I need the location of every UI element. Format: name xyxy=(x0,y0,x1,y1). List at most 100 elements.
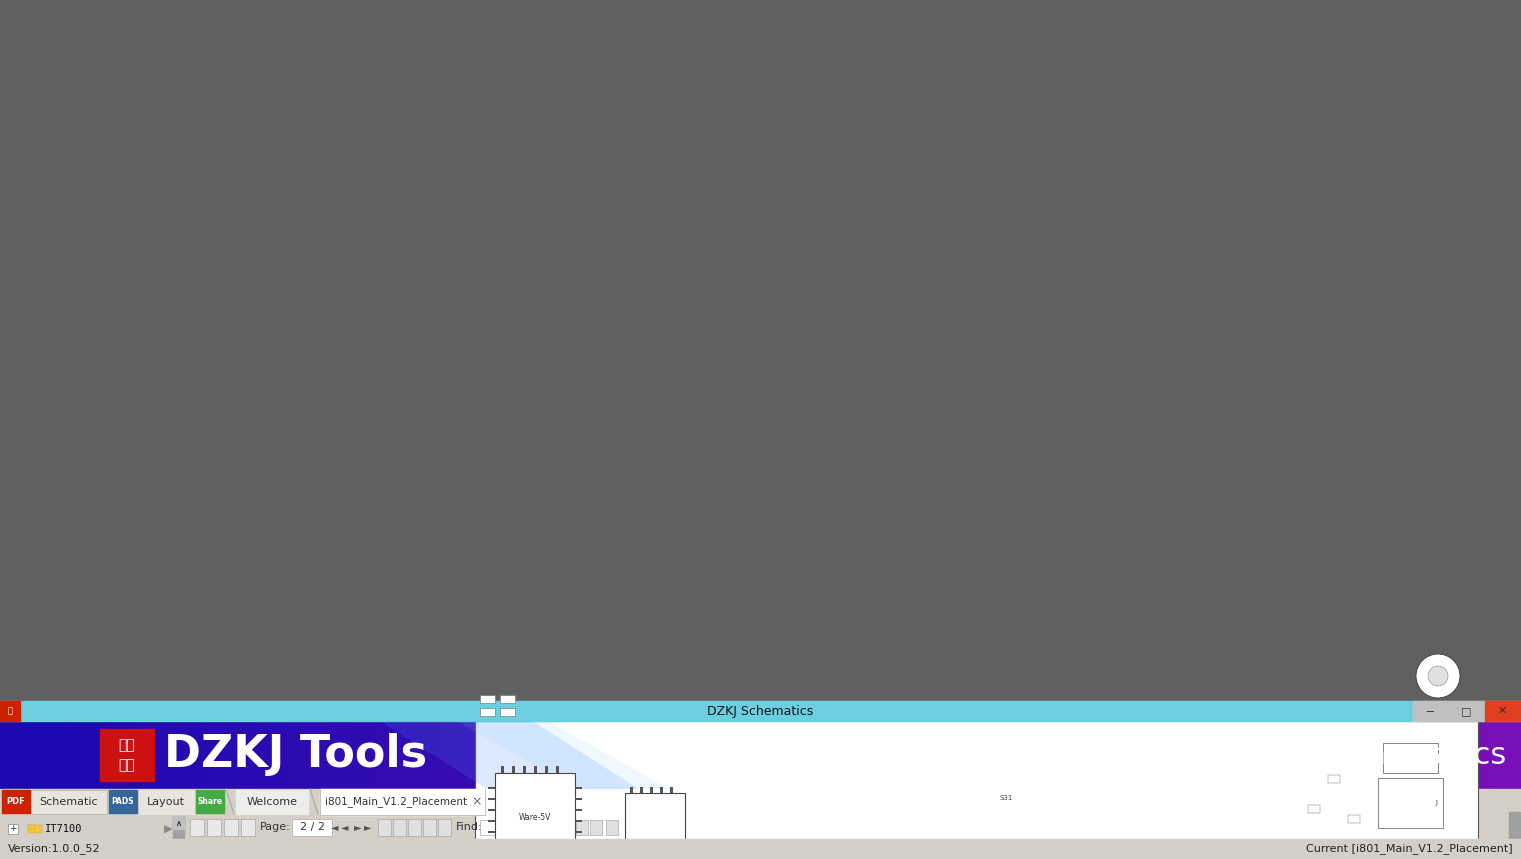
Bar xyxy=(274,721,291,789)
Text: PDF: PDF xyxy=(6,797,26,807)
Bar xyxy=(1369,721,1386,789)
Bar xyxy=(1460,721,1477,789)
Bar xyxy=(91,721,108,789)
Bar xyxy=(654,721,671,789)
Bar xyxy=(593,721,610,789)
Bar xyxy=(1484,701,1519,721)
Bar xyxy=(502,721,519,789)
Bar xyxy=(523,766,525,773)
Bar xyxy=(1110,721,1127,789)
Bar xyxy=(545,766,548,773)
Bar xyxy=(1080,721,1097,789)
Bar xyxy=(1156,721,1173,789)
Text: i801_Main_V1.2_Placement: i801_Main_V1.2_Placement xyxy=(325,796,467,807)
Bar xyxy=(408,819,421,836)
Bar xyxy=(548,721,564,789)
Bar xyxy=(236,790,307,814)
Bar xyxy=(488,787,494,789)
Bar xyxy=(700,721,716,789)
Bar xyxy=(557,766,558,773)
Bar xyxy=(532,721,549,789)
Bar xyxy=(224,819,237,836)
Bar xyxy=(0,839,1521,859)
Bar xyxy=(488,852,494,855)
Bar xyxy=(791,721,808,789)
Bar xyxy=(0,815,186,839)
Bar xyxy=(821,721,838,789)
Bar xyxy=(1217,721,1234,789)
Bar xyxy=(379,819,391,836)
Bar xyxy=(1141,721,1157,789)
Bar xyxy=(488,797,494,800)
Bar xyxy=(32,790,106,814)
Bar xyxy=(630,848,633,854)
Bar xyxy=(590,820,602,835)
Bar xyxy=(243,721,260,789)
Text: Schematic: Schematic xyxy=(40,797,99,807)
Bar xyxy=(186,826,1507,839)
Bar xyxy=(575,797,583,800)
Bar xyxy=(76,721,93,789)
Bar xyxy=(1034,721,1051,789)
Bar xyxy=(913,721,929,789)
Bar xyxy=(605,820,618,835)
Bar xyxy=(137,721,154,789)
Bar xyxy=(608,721,625,789)
Bar xyxy=(669,848,672,854)
Bar xyxy=(8,824,18,833)
Bar xyxy=(172,815,186,839)
Bar xyxy=(2,790,30,813)
Bar xyxy=(575,831,583,833)
Text: IT7100: IT7100 xyxy=(46,824,82,833)
Bar xyxy=(488,819,494,822)
Bar xyxy=(776,721,792,789)
Bar xyxy=(438,819,452,836)
Bar xyxy=(575,787,583,789)
Bar xyxy=(575,819,583,822)
Text: DZKJ Tools: DZKJ Tools xyxy=(164,734,427,777)
Circle shape xyxy=(1416,654,1460,698)
Text: Current [i801_Main_V1.2_Placement]: Current [i801_Main_V1.2_Placement] xyxy=(1307,844,1513,855)
Bar xyxy=(1186,721,1203,789)
Bar xyxy=(649,787,653,793)
Bar xyxy=(395,721,412,789)
Bar xyxy=(1383,743,1437,773)
Bar xyxy=(1506,721,1521,789)
Bar xyxy=(1293,721,1310,789)
Bar xyxy=(639,721,656,789)
Text: 图: 图 xyxy=(8,706,12,716)
Polygon shape xyxy=(380,721,639,789)
Text: ▶: ▶ xyxy=(164,824,172,834)
Bar xyxy=(1007,855,1071,859)
Bar xyxy=(1278,721,1294,789)
Bar xyxy=(475,721,1478,859)
Bar xyxy=(943,721,960,789)
Bar xyxy=(1004,721,1021,789)
Text: Version:1.0.0_52: Version:1.0.0_52 xyxy=(8,844,100,855)
Bar xyxy=(1354,721,1370,789)
Bar xyxy=(0,721,17,789)
Bar xyxy=(350,721,367,789)
Bar xyxy=(578,721,595,789)
Bar xyxy=(27,825,35,828)
Bar xyxy=(730,721,747,789)
Bar xyxy=(745,721,762,789)
Bar xyxy=(292,819,332,836)
Bar xyxy=(481,820,570,835)
Bar xyxy=(173,817,184,845)
Bar xyxy=(289,721,306,789)
Bar xyxy=(513,766,514,773)
Bar xyxy=(897,721,914,789)
Bar xyxy=(806,721,823,789)
Bar xyxy=(61,721,78,789)
Bar xyxy=(500,708,516,716)
Bar xyxy=(1450,701,1484,721)
Text: ─: ─ xyxy=(1427,706,1433,716)
Bar xyxy=(624,721,640,789)
Text: J: J xyxy=(1434,800,1437,806)
Text: ✕: ✕ xyxy=(1497,706,1507,716)
Bar xyxy=(575,808,583,811)
Bar xyxy=(1323,721,1340,789)
Bar xyxy=(380,721,397,789)
Bar xyxy=(1399,721,1416,789)
